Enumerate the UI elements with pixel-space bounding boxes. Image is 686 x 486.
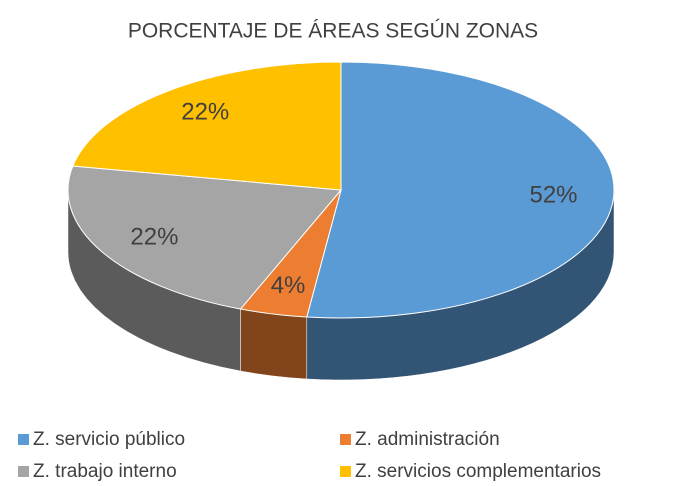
pie-slice-side	[240, 308, 308, 380]
legend-label: Z. trabajo interno	[33, 461, 177, 482]
pie-slice	[72, 61, 342, 191]
pie-slice	[306, 61, 615, 319]
legend-label: Z. servicios complementarios	[355, 461, 601, 482]
legend-swatch	[340, 434, 351, 445]
legend-label: Z. administración	[355, 429, 500, 450]
legend-swatch	[18, 466, 29, 477]
legend-swatch	[340, 466, 351, 477]
data-label: 52%	[529, 182, 577, 209]
legend-swatch	[18, 434, 29, 445]
chart-title: PORCENTAJE DE ÁREAS SEGÚN ZONAS	[128, 20, 538, 43]
pie-slice	[67, 165, 343, 310]
data-label: 4%	[271, 272, 306, 299]
legend-label: Z. servicio público	[33, 429, 185, 450]
data-label: 22%	[181, 98, 229, 125]
data-label: 22%	[130, 223, 178, 250]
